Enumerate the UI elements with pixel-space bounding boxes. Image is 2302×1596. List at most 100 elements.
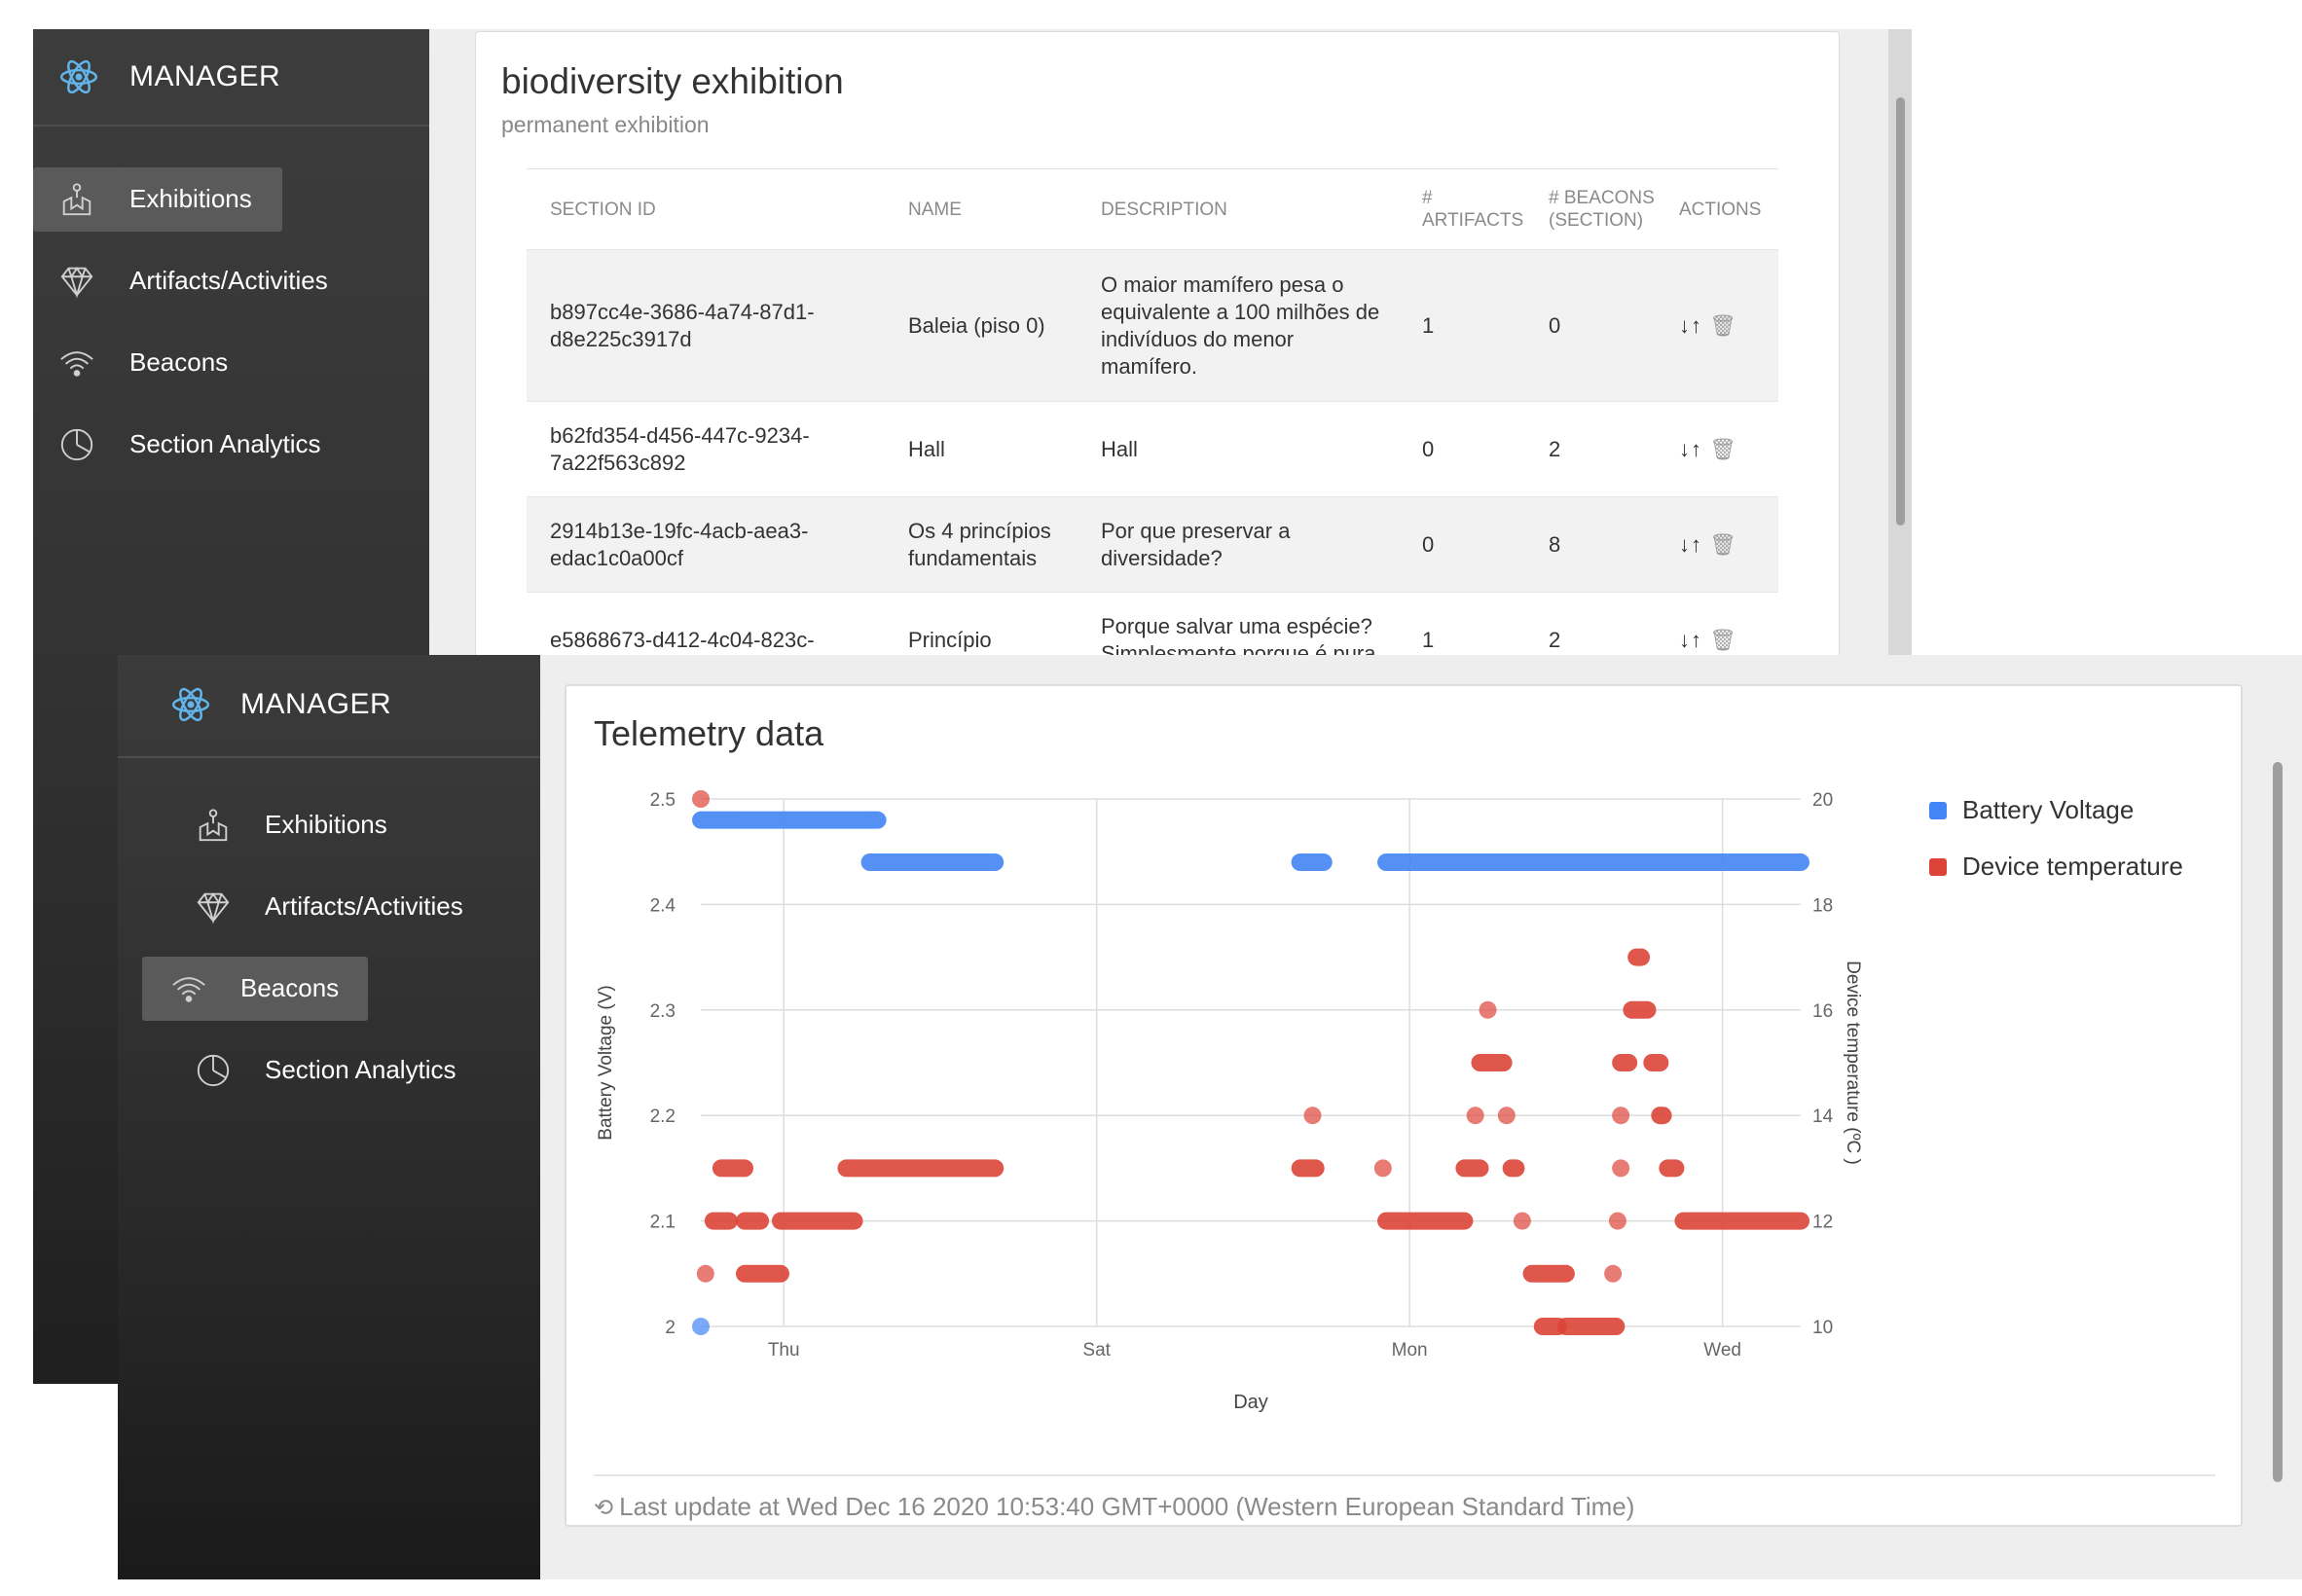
table-row[interactable]: 2914b13e-19fc-4acb-aea3-edac1c0a00cf Os …	[527, 496, 1778, 593]
exhibitions-icon	[199, 809, 228, 842]
data-point	[1612, 1106, 1630, 1125]
scrollbar[interactable]	[2259, 655, 2302, 1579]
nav-label: Artifacts/Activities	[129, 266, 328, 295]
y-right-tick-label: 16	[1812, 1001, 1833, 1022]
nav-label: Section Analytics	[265, 1055, 457, 1084]
data-point	[1608, 1212, 1626, 1230]
column-header[interactable]: DESCRIPTION	[1101, 199, 1227, 220]
trash-icon[interactable]: 🗑	[1709, 436, 1738, 461]
column-header[interactable]: NAME	[908, 199, 962, 220]
section-name: Hall	[885, 401, 1078, 497]
x-axis-title: Day	[1233, 1392, 1268, 1413]
legend-label: Battery Voltage	[1962, 795, 2135, 824]
section-description: Por que preservar a diversidade?	[1078, 496, 1399, 593]
analytics-icon	[197, 1054, 230, 1087]
nav-item-exhibitions[interactable]: Exhibitions	[33, 167, 282, 232]
last-update-text: ⟲ Last update at Wed Dec 16 2020 10:53:40…	[594, 1492, 1634, 1522]
data-point	[696, 1264, 714, 1283]
exhibition-title: biodiversity exhibition	[501, 61, 844, 101]
diamond-icon	[197, 891, 230, 925]
exhibitions-icon	[62, 183, 91, 216]
data-point	[1373, 1159, 1392, 1178]
row-actions: ↓↑ 🗑	[1656, 496, 1778, 593]
section-description: O maior mamífero pesa o equivalente a 10…	[1078, 249, 1399, 402]
data-point	[1513, 1212, 1531, 1230]
nav-item-beacons[interactable]: Beacons	[33, 331, 315, 395]
beacon-count: 8	[1525, 496, 1656, 593]
brand: MANAGER	[33, 29, 429, 127]
atom-logo-icon	[171, 687, 210, 722]
data-point	[1466, 1106, 1484, 1125]
x-tick-label: Wed	[1703, 1340, 1741, 1360]
reorder-icon[interactable]: ↓↑	[1679, 312, 1702, 338]
legend-swatch	[1929, 802, 1947, 819]
brand: MANAGER	[118, 655, 540, 758]
last-update-label: Last update at Wed Dec 16 2020 10:53:40 …	[619, 1492, 1635, 1521]
x-tick-label: Mon	[1392, 1340, 1428, 1360]
history-icon: ⟲	[594, 1495, 614, 1521]
reorder-icon[interactable]: ↓↑	[1679, 436, 1702, 461]
artifact-count: 0	[1399, 401, 1525, 497]
nav-item-section-analytics[interactable]: Section Analytics	[142, 1038, 457, 1103]
table-row[interactable]: b897cc4e-3686-4a74-87d1-d8e225c3917d Bal…	[527, 249, 1778, 402]
telemetry-card: Telemetry data 2 10 2.1 12 2.2 14 2.3 16 2.4 18 2.…	[565, 684, 2243, 1527]
nav-item-section-analytics[interactable]: Section Analytics	[33, 413, 321, 477]
legend-label: Device temperature	[1962, 852, 2183, 881]
column-header[interactable]: SECTION ID	[550, 199, 656, 220]
legend-swatch	[1929, 858, 1947, 876]
nav-item-artifacts[interactable]: Artifacts/Activities	[142, 875, 463, 939]
analytics-icon	[60, 428, 93, 461]
nav-item-exhibitions[interactable]: Exhibitions	[142, 793, 387, 857]
legend-item-battery[interactable]: Battery Voltage	[1929, 795, 2134, 825]
nav-label: Exhibitions	[129, 184, 252, 213]
scrollbar-thumb[interactable]	[2273, 762, 2283, 1482]
table-row[interactable]: b62fd354-d456-447c-9234-7a22f563c892 Hal…	[527, 401, 1778, 497]
brand-label: MANAGER	[240, 688, 392, 720]
diamond-icon	[60, 266, 93, 299]
nav-label: Beacons	[129, 347, 229, 377]
y-left-tick-label: 2.3	[650, 1001, 676, 1022]
sidebar: MANAGER Exhibitions Artifacts/Activities…	[118, 655, 540, 1579]
y-right-tick-label: 20	[1812, 790, 1833, 811]
card-divider	[594, 1474, 2215, 1476]
section-id: 2914b13e-19fc-4acb-aea3-edac1c0a00cf	[527, 496, 885, 593]
trash-icon[interactable]: 🗑	[1709, 531, 1738, 557]
brand-label: MANAGER	[129, 60, 281, 92]
y-left-tick-label: 2.2	[650, 1106, 676, 1127]
artifact-count: 0	[1399, 496, 1525, 593]
reorder-icon[interactable]: ↓↑	[1679, 627, 1702, 652]
wifi-icon	[172, 977, 205, 1002]
y-left-tick-label: 2.5	[650, 790, 676, 811]
y-left-axis-title: Battery Voltage (V)	[596, 985, 616, 1140]
y-right-tick-label: 10	[1812, 1318, 1833, 1338]
nav-label: Section Analytics	[129, 429, 321, 458]
beacon-count: 0	[1525, 249, 1656, 402]
legend-item-temperature[interactable]: Device temperature	[1929, 852, 2183, 882]
data-point	[1497, 1106, 1516, 1125]
row-actions: ↓↑ 🗑	[1656, 249, 1778, 402]
column-header[interactable]: # BEACONS (SECTION)	[1549, 188, 1655, 231]
trash-icon[interactable]: 🗑	[1709, 627, 1738, 652]
y-right-tick-label: 18	[1812, 895, 1833, 916]
x-tick-label: Sat	[1082, 1340, 1111, 1360]
scrollbar-thumb[interactable]	[1896, 97, 1905, 526]
nav-item-artifacts[interactable]: Artifacts/Activities	[33, 249, 328, 313]
beacon-count: 2	[1525, 401, 1656, 497]
exhibition-subtitle: permanent exhibition	[501, 112, 710, 137]
reorder-icon[interactable]: ↓↑	[1679, 531, 1702, 557]
nav-item-beacons[interactable]: Beacons	[142, 957, 368, 1021]
column-header[interactable]: # ARTIFACTS	[1422, 188, 1524, 231]
sections-table: SECTION ID NAME DESCRIPTION # ARTIFACTS …	[527, 168, 1778, 688]
data-point	[1612, 1159, 1630, 1178]
section-name: Baleia (piso 0)	[885, 249, 1078, 402]
data-point	[692, 1318, 710, 1335]
wifi-icon	[60, 351, 93, 377]
y-left-tick-label: 2.4	[650, 895, 676, 916]
data-point	[1604, 1264, 1623, 1283]
x-tick-label: Thu	[768, 1340, 800, 1360]
column-header: ACTIONS	[1679, 199, 1762, 220]
y-left-tick-label: 2.1	[650, 1213, 676, 1233]
trash-icon[interactable]: 🗑	[1709, 312, 1738, 338]
data-point	[692, 790, 710, 808]
row-actions: ↓↑ 🗑	[1656, 401, 1778, 497]
